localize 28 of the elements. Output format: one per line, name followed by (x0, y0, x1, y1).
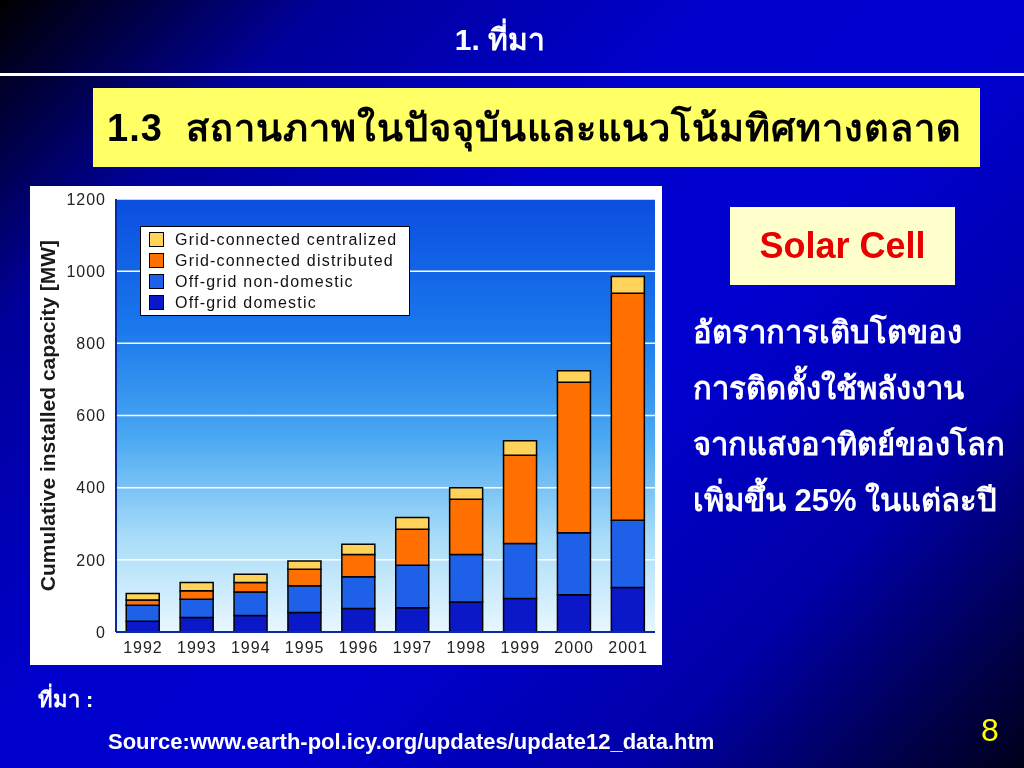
y-tick-label: 1000 (66, 262, 106, 280)
chart-subtitle: 1.3 สถานภาพในปัจจุบันและแนวโน้มทิศทางตลาด (107, 104, 962, 154)
x-tick-label: 1998 (446, 639, 487, 657)
y-tick-label: 400 (76, 479, 106, 497)
legend-label: Grid-connected centralized (175, 230, 398, 250)
y-tick-label: 0 (96, 623, 106, 641)
y-tick-label: 600 (76, 407, 106, 425)
x-tick-label: 1997 (392, 639, 433, 657)
text: อัตราการเติบโตของ การติดตั้งใช้พลังงาน จากแสงอาทิตย์ของโลก เพิ่มขึ้น 25% ในแต่ละปี (693, 313, 1005, 520)
x-tick-label: 2001 (608, 639, 648, 657)
y-tick-label: 800 (76, 335, 106, 353)
legend-label: Off-grid non-domestic (175, 272, 354, 292)
y-tick-label: 1200 (66, 190, 106, 208)
x-tick-label: 2000 (554, 639, 594, 657)
x-tick-label: 1993 (177, 639, 217, 657)
x-tick-label: 1995 (284, 639, 325, 657)
x-tick-label: 1996 (338, 639, 379, 657)
caption-card: Solar Cell (730, 207, 955, 285)
legend-label: Grid-connected distributed (175, 251, 394, 271)
x-tick-label: 1992 (123, 639, 163, 657)
x-tick-label: 1999 (500, 639, 541, 657)
y-axis-title: Cumulative installed capacity [MW] (35, 239, 59, 592)
x-tick-label: 1994 (230, 639, 271, 657)
text: 8 (981, 711, 999, 749)
y-tick-label: 200 (76, 551, 106, 569)
subtitle-banner: 1.3 สถานภาพในปัจจุบันและแนวโน้มทิศทางตลาด (93, 88, 980, 167)
source-note: Source:www.earth-pol.icy.org/updates/update12_data.htm (108, 729, 715, 755)
legend-label: Off-grid domestic (175, 293, 317, 313)
